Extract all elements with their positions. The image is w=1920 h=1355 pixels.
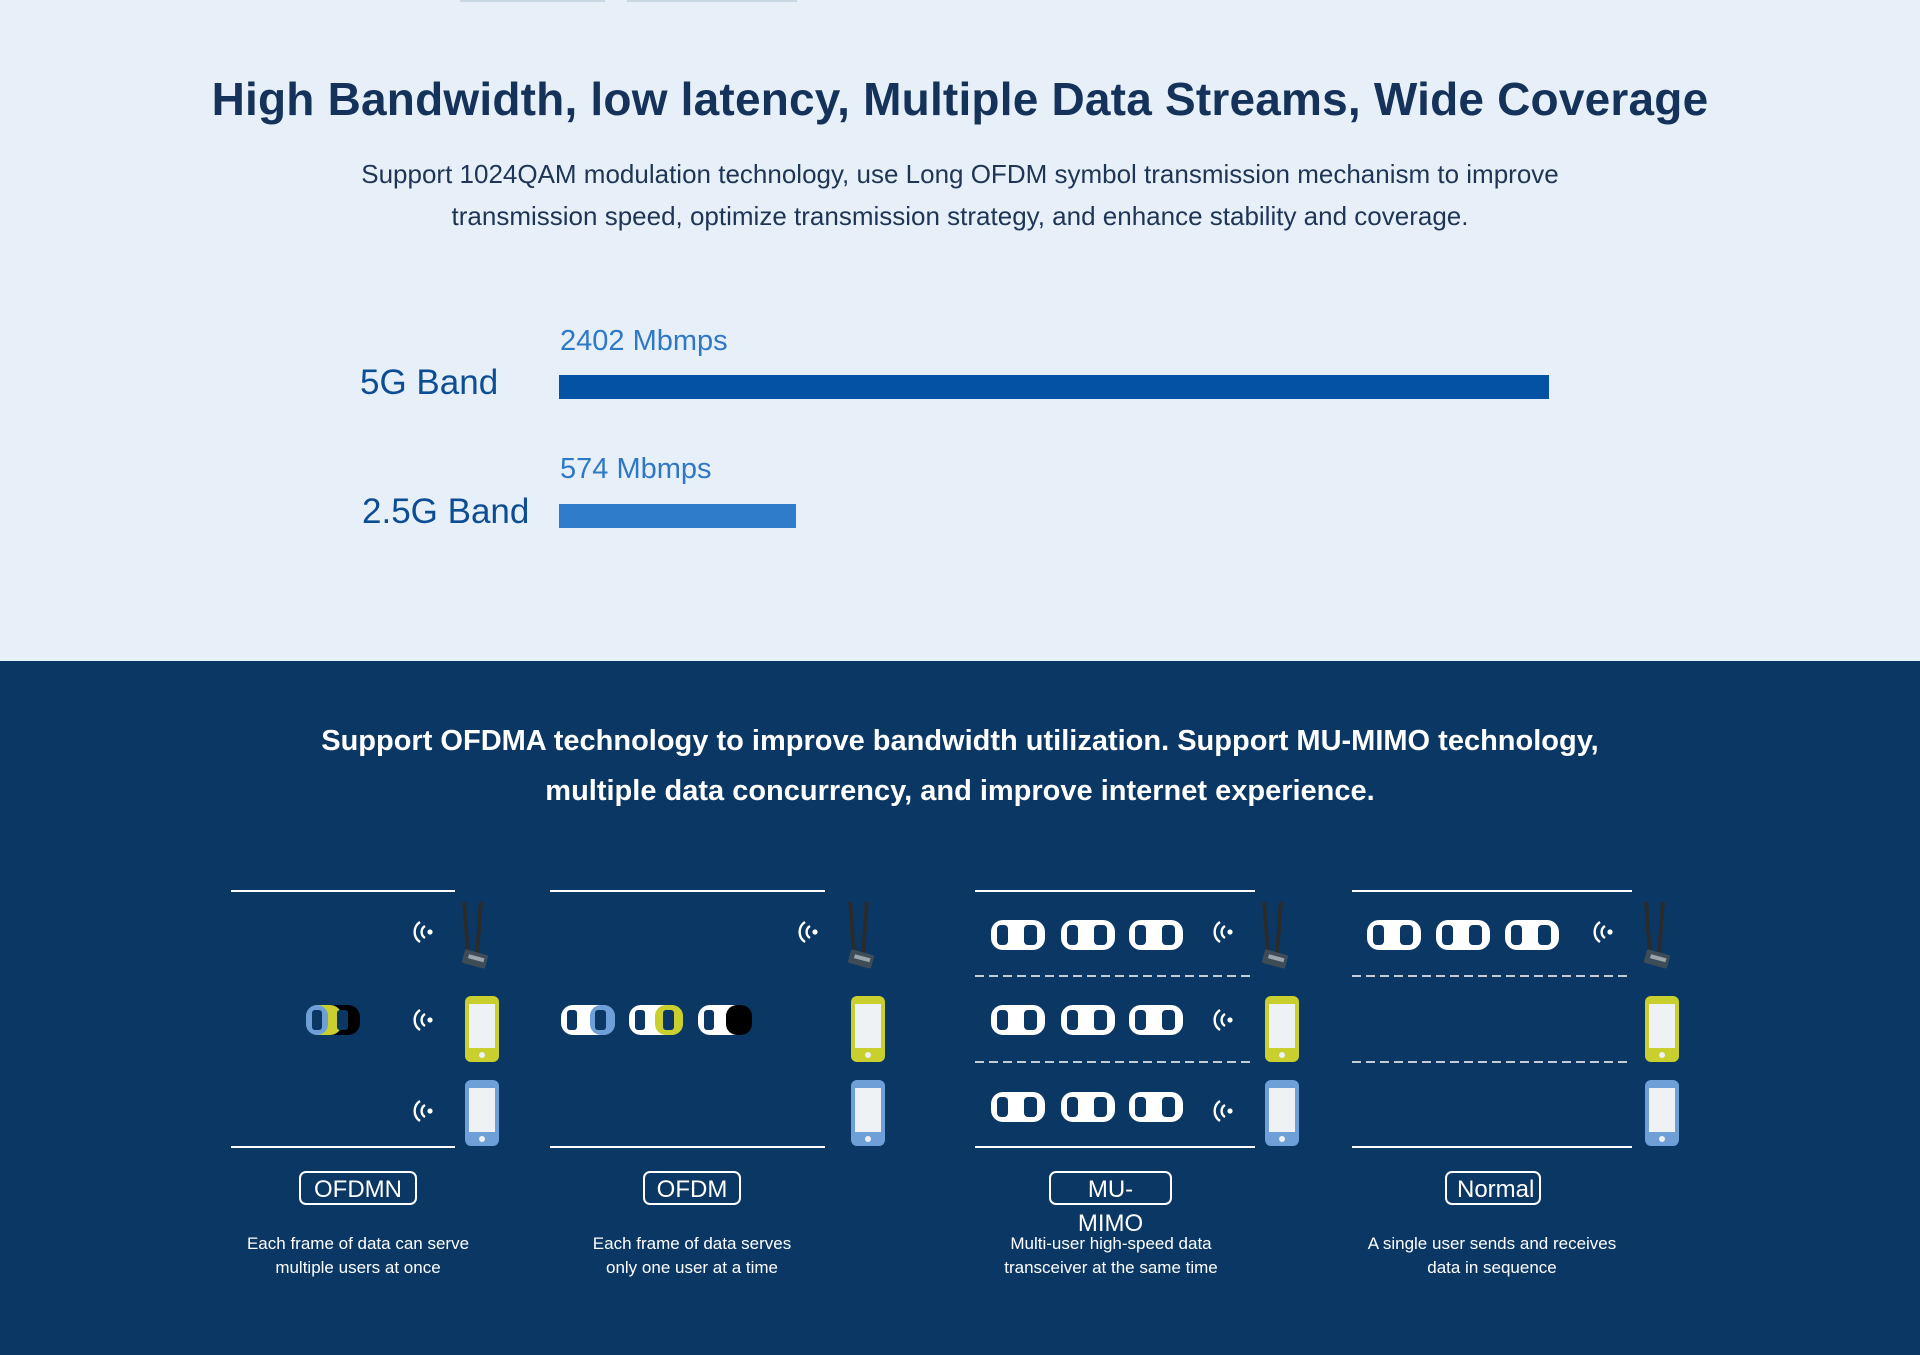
caption-line: only one user at a time [606,1258,778,1277]
car-icon [306,1005,360,1035]
bar-2-5g [559,504,796,528]
phone-icon [1645,996,1679,1062]
panel-caption-ofdm: Each frame of data serves only one user … [532,1232,852,1280]
phone-icon [465,996,499,1062]
car-icon [561,1005,615,1035]
band-value-2-5g: 574 Mbmps [560,453,712,485]
car-icon [1061,920,1115,950]
subtitle-line: transmission speed, optimize transmissio… [451,201,1469,231]
antenna-card-icon [1643,901,1671,969]
features-title-line: Support OFDMA technology to improve band… [321,725,1599,757]
panel-caption-mu-mimo: Multi-user high-speed data transceiver a… [951,1232,1271,1280]
car-icon [1367,920,1421,950]
phone-icon [851,1080,885,1146]
tab-indicator[interactable] [627,0,797,2]
panel-caption-normal: A single user sends and receives data in… [1332,1232,1652,1280]
wifi-signal-icon [413,1099,434,1123]
panel-label-ofdm: OFDM [643,1171,741,1205]
panel-mu-mimo [975,890,1299,1148]
wifi-signal-icon [1213,1099,1234,1123]
phone-icon [465,1080,499,1146]
page-title: High Bandwidth, low latency, Multiple Da… [211,73,1709,125]
antenna-card-icon [847,901,875,969]
subtitle-line: Support 1024QAM modulation technology, u… [361,159,1559,189]
band-label-5g: 5G Band [360,363,499,402]
car-icon [1061,1092,1115,1122]
top-tab-strip [460,0,800,2]
car-icon [1061,1005,1115,1035]
car-icon [1505,920,1559,950]
phone-icon [1645,1080,1679,1146]
panel-ofdmn [231,890,499,1148]
bar-5g [559,375,1549,399]
phone-icon [1265,1080,1299,1146]
wifi-signal-icon [1213,1008,1234,1032]
phone-icon [851,996,885,1062]
car-icon [1129,1092,1183,1122]
caption-line: Each frame of data serves [592,1234,792,1253]
panel-normal [1352,890,1679,1148]
caption-line: Multi-user high-speed data [1010,1234,1212,1253]
band-value-5g: 2402 Mbmps [560,325,728,357]
panel-label-normal: Normal [1445,1171,1541,1205]
antenna-card-icon [461,901,489,969]
bandwidth-section: High Bandwidth, low latency, Multiple Da… [0,0,1920,661]
panel-label-ofdmn: OFDMN [299,1171,417,1205]
car-icon [991,1092,1045,1122]
car-icon [1436,920,1490,950]
panel-label-mu-mimo: MU-MIMO [1049,1171,1172,1237]
caption-line: transceiver at the same time [1004,1258,1218,1277]
car-icon [1129,920,1183,950]
wifi-signal-icon [413,920,434,944]
caption-line: Each frame of data can serve [246,1234,470,1253]
caption-line: data in sequence [1427,1258,1557,1277]
car-icon [991,920,1045,950]
car-icon [698,1005,752,1035]
wifi-signal-icon [413,1008,434,1032]
features-title-line: multiple data concurrency, and improve i… [545,775,1375,807]
wifi-signal-icon [1593,920,1614,944]
car-icon [629,1005,683,1035]
phone-icon [1265,996,1299,1062]
panel-caption-ofdmn: Each frame of data can serve multiple us… [198,1232,518,1280]
car-icon [1129,1005,1183,1035]
antenna-card-icon [1261,901,1289,969]
wifi-signal-icon [798,920,819,944]
panel-ofdm [550,890,885,1148]
features-title: Support OFDMA technology to improve band… [260,716,1660,816]
caption-line: multiple users at once [275,1258,441,1277]
caption-line: A single user sends and receives [1367,1234,1617,1253]
page-subtitle: Support 1024QAM modulation technology, u… [300,153,1620,237]
wifi-signal-icon [1213,920,1234,944]
car-icon [991,1005,1045,1035]
band-label-2-5g: 2.5G Band [362,492,530,531]
tab-indicator[interactable] [460,0,605,2]
